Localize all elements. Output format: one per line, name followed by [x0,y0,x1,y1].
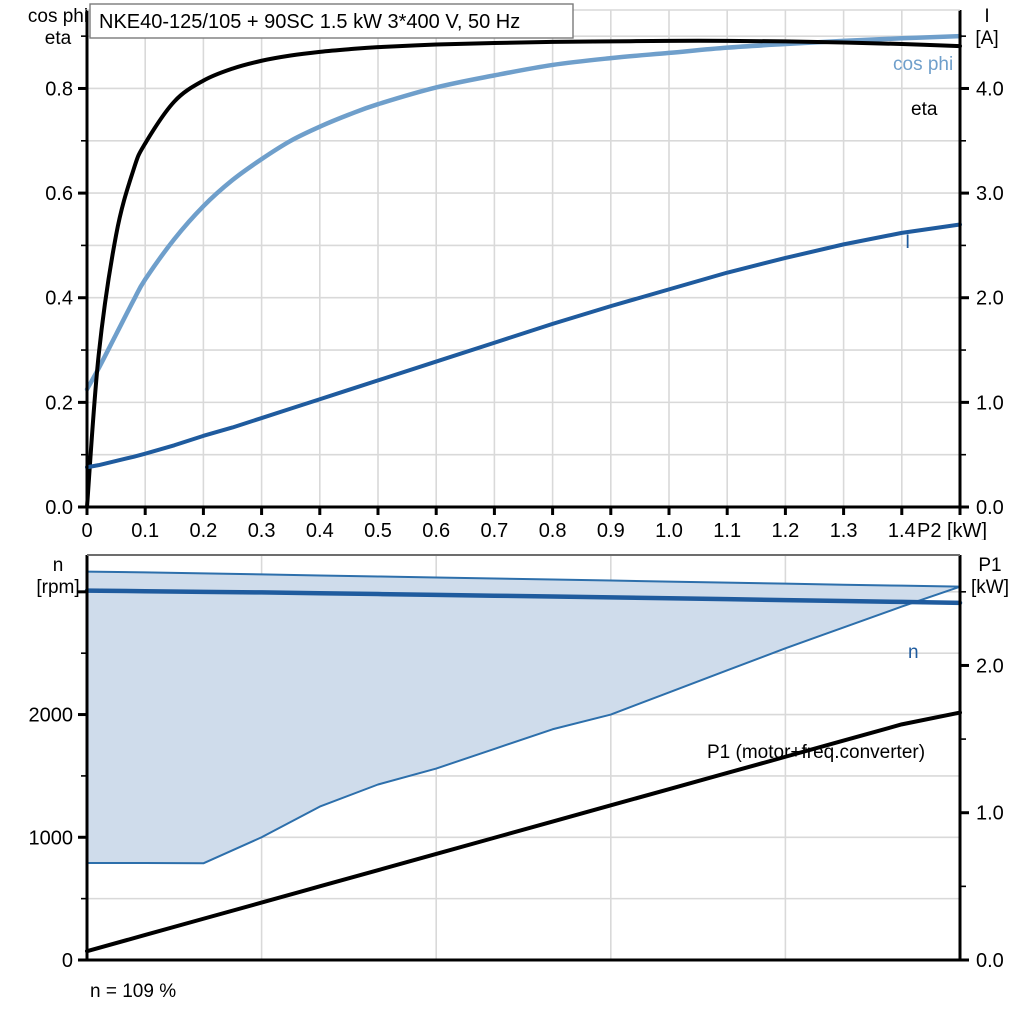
tick-label-right: 1.0 [976,803,1004,825]
cos-phi-label: cos phi [893,54,953,75]
tick-label-left: 0.0 [45,497,73,519]
tick-label-left: 2000 [29,705,74,727]
right-axis-caption-2: [kW] [971,577,1009,598]
right-axis-caption-1: P1 [978,555,1001,576]
cos-phi-curve [84,33,963,392]
tick-label-left: 0.2 [45,392,73,414]
tick-label-left: 1000 [29,827,74,849]
tick-label-right: 2.0 [976,288,1004,310]
tick-label-x: 0.7 [480,520,508,540]
chart-title: NKE40-125/105 + 90SC 1.5 kW 3*400 V, 50 … [99,11,520,33]
title-box [89,3,574,39]
left-axis-caption-2: eta [45,28,72,49]
tick-label-x: 0.5 [364,520,392,540]
x-axis-title: P2 [kW] [917,520,987,540]
right-axis-caption-2: [A] [975,28,998,49]
tick-label-left: 0.8 [45,78,73,100]
tick-label-x: 0.8 [539,520,567,540]
speed-label: n [908,642,919,663]
left-axis-caption-1: n [53,555,64,576]
tick-label-right: 2.0 [976,655,1004,677]
p1-label: P1 (motor+freq.converter) [707,742,925,763]
top-chart: 0.0 0.2 0.4 0.6 0.8 0.0 1.0 2.0 3.0 4.0 0 0.1 0.2 0.3… [28,3,1004,540]
tick-label-x: 1.0 [655,520,683,540]
tick-label-x: 1.3 [830,520,858,540]
tick-label-x: 0.6 [422,520,450,540]
tick-label-x: 1.4 [888,520,916,540]
tick-label-right: 4.0 [976,78,1004,100]
current-curve [85,222,962,470]
top-axes [78,9,969,515]
current-label: I [905,232,910,253]
footnote: n = 109 % [90,981,176,1002]
p1-curve [85,710,962,954]
tick-label-x: 1.1 [713,520,741,540]
tick-label-left: 0 [62,950,73,972]
right-axis-caption-1: I [984,6,989,27]
tick-label-right: 3.0 [976,183,1004,205]
top-curves [84,33,963,509]
tick-label-right: 1.0 [976,392,1004,414]
tick-label-x: 0.3 [248,520,276,540]
band-lower-edge [86,585,961,865]
speed-curve [84,588,963,606]
bottom-axes [78,554,969,962]
tick-label-x: 1.2 [771,520,799,540]
tick-label-left: 0.4 [45,288,73,310]
tick-label-left: 0.6 [45,183,73,205]
tick-label-x: 0 [81,520,92,540]
tick-label-x: 0.2 [189,520,217,540]
operating-band [87,571,960,864]
left-axis-caption-1: cos phi [28,6,88,27]
tick-label-x: 0.4 [306,520,334,540]
tick-label-right: 0.0 [976,950,1004,972]
left-axis-caption-2: [rpm] [36,577,79,598]
eta-label: eta [911,99,938,120]
eta-curve [85,38,962,509]
bottom-curves [84,570,963,954]
tick-label-x: 0.1 [131,520,159,540]
tick-label-x: 0.9 [597,520,625,540]
tick-label-right: 0.0 [976,497,1004,519]
band-upper-edge [86,570,961,588]
